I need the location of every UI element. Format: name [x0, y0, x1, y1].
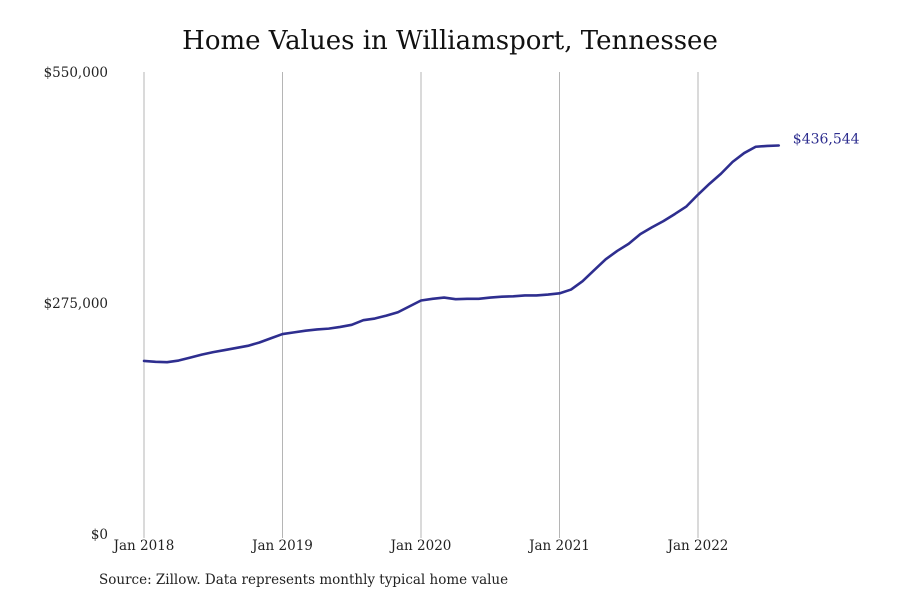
y-tick-label: $550,000: [44, 65, 108, 81]
series-layer: [142, 144, 781, 364]
x-tick-label: Jan 2020: [389, 538, 452, 554]
x-axis: Jan 2018 Jan 2019 Jan 2020 Jan 2021 Jan 2022: [112, 538, 729, 554]
y-tick-label: $275,000: [44, 296, 108, 312]
x-tick-label: Jan 2019: [250, 538, 313, 554]
gridlines: [143, 72, 699, 538]
end-label-layer: $436,544: [793, 132, 860, 148]
x-tick-label: Jan 2022: [666, 538, 729, 554]
end-value-label: $436,544: [793, 132, 860, 148]
series-line: [142, 144, 781, 364]
y-tick-label: $0: [91, 527, 108, 543]
x-tick-label: Jan 2021: [527, 538, 590, 554]
chart-title: Home Values in Williamsport, Tennessee: [182, 26, 718, 56]
y-axis: $0 $275,000 $550,000: [44, 65, 108, 543]
x-tick-label: Jan 2018: [112, 538, 175, 554]
source-note: Source: Zillow. Data represents monthly …: [99, 572, 509, 588]
